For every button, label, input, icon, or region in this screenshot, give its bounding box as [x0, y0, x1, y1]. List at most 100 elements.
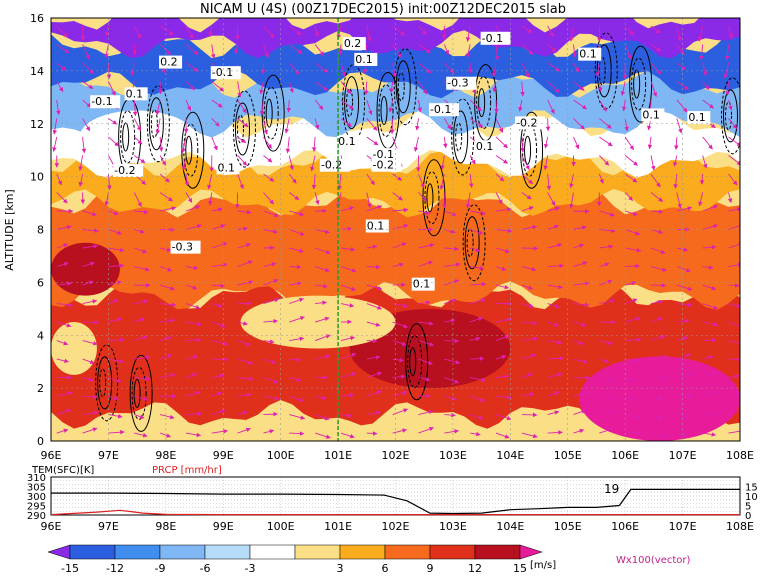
lower-x-tick-label: 102E [382, 520, 410, 533]
colorbar-label: -12 [106, 562, 124, 575]
lower-panel: TEM(SFC)[K] PRCP [mm/hr] 310305300295290… [27, 465, 758, 533]
colorbar-label: -15 [61, 562, 79, 575]
lower-x-tick-label: 104E [496, 520, 524, 533]
colorbar-swatch [430, 545, 475, 559]
wind-vector [470, 358, 484, 359]
x-tick-label: 107E [669, 449, 697, 462]
y-tick-label: 2 [37, 382, 44, 395]
colorbar-swatch [340, 545, 385, 559]
colorbar-label: 3 [337, 562, 344, 575]
lower-x-tick-label: 105E [554, 520, 582, 533]
shade-patch [51, 243, 120, 296]
y-tick-label: 12 [30, 118, 44, 131]
lower-x-tick-label: 98E [155, 520, 176, 533]
contour-label: 0.2 [344, 37, 362, 50]
lower-x-tick-label: 101E [324, 520, 352, 533]
y-tick-label: 10 [30, 171, 44, 184]
x-tick-label: 99E [213, 449, 234, 462]
colorbar-swatch [205, 545, 250, 559]
colorbar-label: -6 [200, 562, 211, 575]
contour-label: 0.1 [413, 278, 431, 291]
x-tick-label: 96E [41, 449, 62, 462]
main-plot: -0.1 0.1 -0.2 0.2 -0.3 -0.1 0.1 -0.2 0.2 0.1 0.1 -0… [30, 4, 754, 463]
contour-label: -0.1 [91, 95, 112, 108]
lower-x-tick-label: 96E [41, 520, 62, 533]
colorbar-swatch [475, 545, 520, 559]
contour-label: 0.1 [367, 220, 385, 233]
contour-label: -0.2 [114, 164, 135, 177]
contour-label: -0.2 [373, 159, 394, 172]
colorbar-end-left [48, 545, 70, 559]
chart-title: NICAM U (4S) (00Z17DEC2015) init:00Z12DE… [200, 2, 566, 17]
colorbar-swatch [70, 545, 115, 559]
wind-vector [496, 100, 497, 113]
wind-vector [367, 433, 377, 434]
colorbar-label: 6 [382, 562, 389, 575]
contour-label: -0.2 [516, 116, 537, 129]
contour-label: -0.1 [430, 103, 451, 116]
x-tick-label: 106E [611, 449, 639, 462]
colorbar-swatch [115, 545, 160, 559]
colorbar-label: 9 [427, 562, 434, 575]
y-tick-label: 8 [37, 224, 44, 237]
colorbar-end-right [520, 545, 542, 559]
contour-label: -0.1 [212, 66, 233, 79]
wind-vector [212, 359, 227, 360]
contour-label: 0.2 [160, 56, 178, 69]
lower-x-tick-label: 97E [98, 520, 119, 533]
y-tick-label: 14 [30, 65, 44, 78]
contour-label: -0.2 [321, 159, 342, 172]
x-tick-label: 103E [439, 449, 467, 462]
colorbar-swatch [295, 545, 340, 559]
contour-label: -0.3 [447, 77, 468, 90]
wind-vector [392, 118, 393, 133]
contour-label: 0.1 [355, 53, 373, 66]
contour-label: 0.1 [476, 140, 494, 153]
x-tick-label: 108E [726, 449, 754, 462]
colorbar-label: -3 [245, 562, 256, 575]
contour-label: 0.1 [338, 135, 356, 148]
x-tick-label: 98E [155, 449, 176, 462]
colorbar-label: 12 [468, 562, 482, 575]
contour-label: -0.3 [172, 241, 193, 254]
wind-vector [289, 267, 301, 268]
x-tick-label: 102E [382, 449, 410, 462]
wind-vector [367, 341, 377, 342]
lower-x-tick-label: 108E [726, 520, 754, 533]
lower-x-tick-label: 107E [669, 520, 697, 533]
wind-vector [548, 118, 549, 130]
colorbar-label: -9 [155, 562, 166, 575]
x-tick-label: 97E [98, 449, 119, 462]
contour-label: 0.1 [126, 87, 143, 100]
lower-x-tick-label: 99E [213, 520, 234, 533]
contour-label: 0.1 [688, 111, 706, 124]
colorbar-swatch [385, 545, 430, 559]
wind-vector [263, 414, 277, 415]
shade-patch [80, 111, 195, 164]
shade-patch [51, 322, 97, 375]
colorbar-swatch [160, 545, 205, 559]
contour-label: 0.1 [218, 161, 236, 174]
colorbar-label: 15 [513, 562, 527, 575]
colorbar-swatch [250, 545, 295, 559]
lower-x-tick-label: 103E [439, 520, 467, 533]
colorbar-unit: [m/s] [530, 560, 556, 571]
y-tick-label: 4 [37, 329, 44, 342]
contour-label: -0.1 [482, 32, 503, 45]
temperature-label: 19 [604, 482, 619, 496]
x-tick-label: 101E [324, 449, 352, 462]
x-tick-label: 100E [267, 449, 295, 462]
lower-label-precip: PRCP [mm/hr] [152, 465, 222, 476]
x-tick-label: 105E [554, 449, 582, 462]
vector-scale-label: Wx100(vector) [616, 555, 691, 566]
y-tick-label: 6 [37, 276, 44, 289]
lower-x-tick-label: 106E [611, 520, 639, 533]
contour-label: 0.1 [642, 108, 660, 121]
y-tick-label: 16 [30, 12, 44, 25]
wind-vector [160, 81, 161, 93]
wind-vector [83, 322, 99, 323]
colorbar: -15 -12 -9 -6 -3 3 6 9 12 15 [48, 545, 542, 575]
lower-x-tick-label: 100E [267, 520, 295, 533]
y-tick-label: 0 [37, 435, 44, 448]
